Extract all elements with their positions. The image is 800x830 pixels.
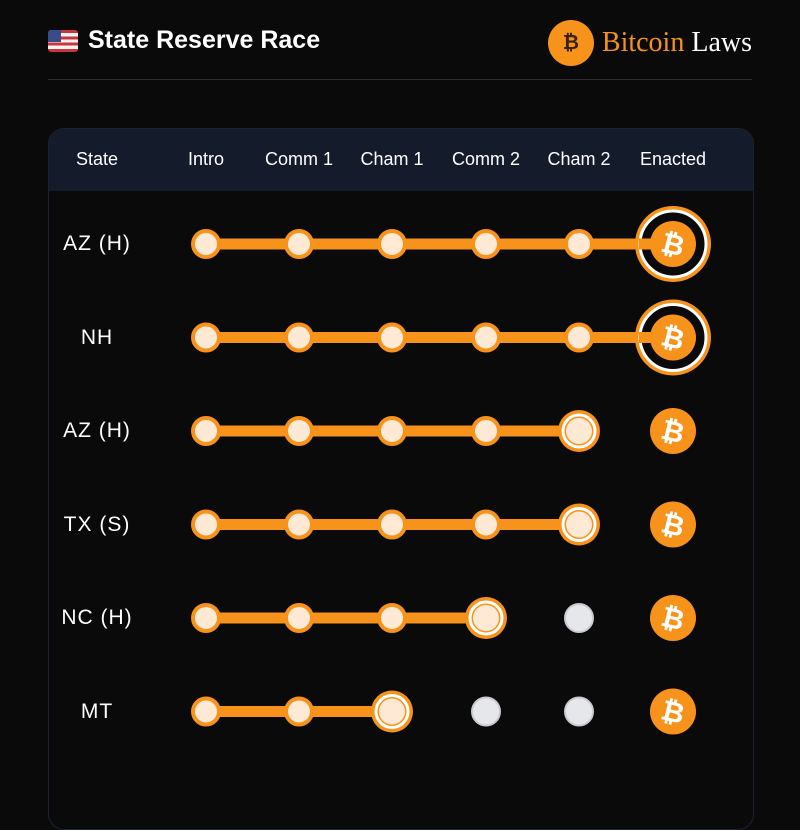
page-title: State Reserve Race <box>48 26 320 55</box>
brand-name-part1: Bitcoin <box>601 27 685 58</box>
completed-stage-node <box>377 509 407 540</box>
completed-stage-node <box>191 229 221 259</box>
pending-stage-node <box>564 696 594 727</box>
table-row[interactable]: ₿ <box>191 501 696 548</box>
progress-tracks: ₿ ₿ ₿ ₿ ₿ ₿ <box>191 206 711 735</box>
completed-stage-node <box>191 322 221 353</box>
table-row[interactable]: ₿ <box>191 299 711 376</box>
pending-stage-node <box>564 603 594 633</box>
completed-stage-node <box>284 696 314 727</box>
completed-stage-node <box>284 603 314 633</box>
table-row[interactable]: ₿ <box>191 688 696 735</box>
eagle-seal-icon: ₿ <box>547 20 594 66</box>
completed-stage-node <box>471 416 501 446</box>
column-header-comm-1: Comm 1 <box>264 149 334 169</box>
column-header-state: State <box>75 149 119 169</box>
table-header: State Intro Comm 1 Cham 1 Comm 2 Cham 2 Enacte… <box>49 129 753 191</box>
completed-stage-node <box>564 229 594 259</box>
current-stage-node <box>558 503 600 546</box>
bitcoin-icon: ₿ <box>650 501 696 548</box>
completed-stage-node <box>284 509 314 540</box>
completed-stage-node <box>284 322 314 353</box>
state-label: NC (H) <box>61 606 133 629</box>
completed-stage-node <box>471 322 501 353</box>
brand-name-part2: Laws <box>691 27 752 58</box>
completed-stage-node <box>191 509 221 540</box>
table-row[interactable]: ₿ <box>191 206 711 282</box>
bitcoin-icon: ₿ <box>650 595 696 641</box>
state-label: AZ (H) <box>63 419 131 442</box>
current-stage-node <box>371 690 413 733</box>
current-stage-node <box>465 597 507 639</box>
table-row[interactable]: ₿ <box>191 408 696 454</box>
bitcoin-icon: ₿ <box>635 299 711 376</box>
completed-stage-node <box>471 229 501 259</box>
column-header-comm-2: Comm 2 <box>451 149 521 169</box>
state-label: AZ (H) <box>63 232 131 255</box>
completed-stage-node <box>471 509 501 540</box>
brand-logo[interactable]: ₿ Bitcoin Laws <box>547 20 752 66</box>
completed-stage-node <box>284 416 314 446</box>
completed-stage-node <box>191 416 221 446</box>
completed-stage-node <box>377 322 407 353</box>
table-row[interactable]: ₿ <box>191 595 696 641</box>
bitcoin-icon: ₿ <box>635 206 711 282</box>
completed-stage-node <box>377 229 407 259</box>
us-flag-icon <box>48 29 78 52</box>
completed-stage-node <box>284 229 314 259</box>
divider <box>48 79 752 80</box>
column-header-enacted: Enacted <box>639 149 707 169</box>
header: State Reserve Race ₿ Bitcoin Laws <box>48 20 752 66</box>
column-header-intro: Intro <box>187 149 225 169</box>
column-header-cham-1: Cham 1 <box>360 149 424 169</box>
completed-stage-node <box>191 603 221 633</box>
completed-stage-node <box>564 322 594 353</box>
pending-stage-node <box>471 696 501 727</box>
state-label: NH <box>80 325 114 349</box>
column-header-cham-2: Cham 2 <box>547 149 611 169</box>
bitcoin-icon: ₿ <box>650 408 696 454</box>
completed-stage-node <box>191 696 221 727</box>
completed-stage-node <box>377 603 407 633</box>
state-label: MT <box>80 699 114 723</box>
completed-stage-node <box>377 416 407 446</box>
current-stage-node <box>558 410 600 452</box>
bitcoin-icon: ₿ <box>650 688 696 735</box>
state-label: TX (S) <box>63 512 131 536</box>
race-table: State Intro Comm 1 Cham 1 Comm 2 Cham 2 Enacte… <box>48 128 754 830</box>
title-text: State Reserve Race <box>88 26 321 54</box>
